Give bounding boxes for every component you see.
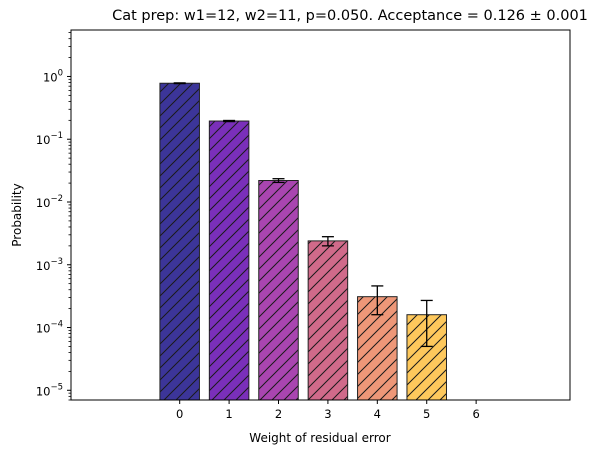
error-bar-4 bbox=[371, 285, 384, 316]
x-tick-label-4: 4 bbox=[374, 407, 381, 421]
x-tick-label-6: 6 bbox=[472, 407, 479, 421]
y-tick-label-4: 10−1 bbox=[36, 131, 63, 147]
plot-frame bbox=[70, 29, 571, 401]
y-tick-label-2: 10−3 bbox=[36, 257, 63, 273]
y-tick-label-1: 10−4 bbox=[36, 320, 63, 336]
error-bar-3 bbox=[321, 236, 334, 247]
y-tick-label-3: 10−2 bbox=[36, 194, 63, 210]
bar-hatch-2 bbox=[258, 180, 299, 401]
chart-title: Cat prep: w1=12, w2=11, p=0.050. Accepta… bbox=[112, 8, 588, 24]
y-axis-label: Probability bbox=[10, 183, 24, 246]
error-bar-2 bbox=[272, 178, 285, 184]
x-tick-label-0: 0 bbox=[176, 407, 183, 421]
x-tick-label-5: 5 bbox=[423, 407, 430, 421]
y-tick-label-5: 100 bbox=[43, 68, 63, 84]
error-bar-0 bbox=[173, 82, 186, 85]
bar-hatch-0 bbox=[159, 82, 200, 401]
y-tick-label-0: 10−5 bbox=[36, 382, 63, 398]
error-bar-5 bbox=[420, 299, 433, 348]
x-axis-label: Weight of residual error bbox=[249, 431, 390, 445]
x-tick-label-1: 1 bbox=[225, 407, 232, 421]
x-tick-label-3: 3 bbox=[324, 407, 331, 421]
bar-hatch-1 bbox=[208, 120, 250, 401]
error-bar-1 bbox=[223, 119, 236, 123]
x-tick-label-2: 2 bbox=[275, 407, 282, 421]
bar-hatch-3 bbox=[307, 240, 349, 401]
